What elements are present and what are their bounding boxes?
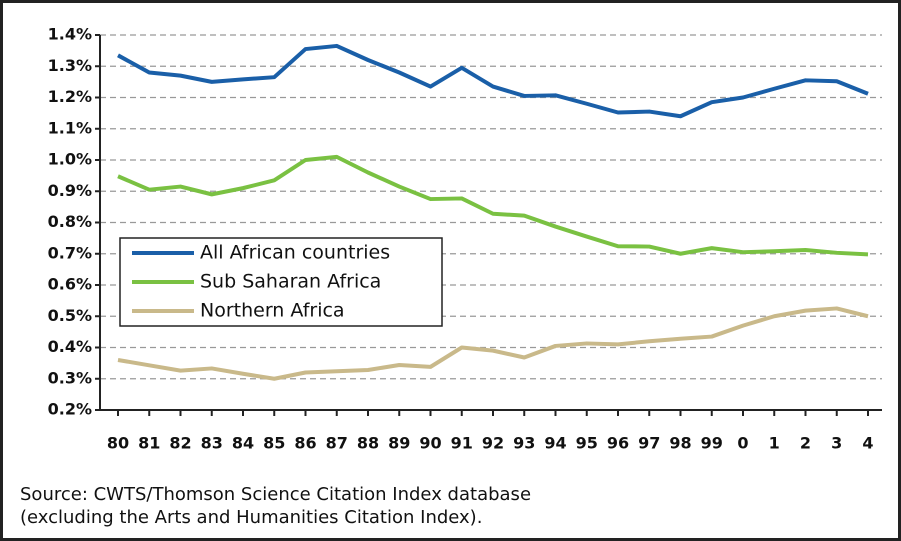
x-tick-label: 99 [701,434,723,453]
x-tick-label: 91 [451,434,473,453]
series-line [117,154,869,257]
y-tick-label: 0.8% [48,212,92,231]
x-tick-label: 94 [544,434,566,453]
y-tick-label: 1.4% [48,25,92,44]
x-tick-label: 98 [669,434,691,453]
y-tick-label: 1.1% [48,118,92,137]
x-tick-label: 1 [769,434,780,453]
series-line [117,43,869,119]
x-tick-label: 81 [138,434,160,453]
x-tick-label: 86 [294,434,316,453]
x-tick-label: 92 [482,434,504,453]
y-tick-label: 0.7% [48,243,92,262]
x-tick-label: 90 [419,434,441,453]
source-line: (excluding the Arts and Humanities Citat… [20,507,482,528]
x-tick-label: 2 [800,434,811,453]
x-tick-label: 88 [357,434,379,453]
x-tick-label: 85 [263,434,285,453]
y-tick-label: 0.9% [48,181,92,200]
x-tick-label: 80 [107,434,129,453]
source-line: Source: CWTS/Thomson Science Citation In… [20,484,531,505]
x-tick-label: 83 [201,434,223,453]
legend-label: Northern Africa [200,300,345,322]
y-tick-label: 0.5% [48,306,92,325]
series-line [117,306,869,381]
y-tick-label: 0.4% [48,337,92,356]
y-tick-label: 0.3% [48,368,92,387]
x-tick-label: 97 [638,434,660,453]
x-tick-label: 0 [737,434,748,453]
x-tick-label: 87 [326,434,348,453]
y-tick-label: 0.2% [48,400,92,419]
x-tick-label: 82 [169,434,191,453]
y-tick-label: 1.3% [48,56,92,75]
x-tick-label: 4 [862,434,873,453]
x-tick-label: 89 [388,434,410,453]
y-tick-label: 1.2% [48,87,92,106]
x-tick-label: 84 [232,434,254,453]
x-tick-label: 93 [513,434,535,453]
x-tick-label: 3 [831,434,842,453]
legend-label: All African countries [200,242,390,264]
y-tick-label: 0.6% [48,275,92,294]
legend-label: Sub Saharan Africa [200,271,381,293]
x-tick-label: 96 [607,434,629,453]
x-tick-label: 95 [576,434,598,453]
y-tick-label: 1.0% [48,150,92,169]
